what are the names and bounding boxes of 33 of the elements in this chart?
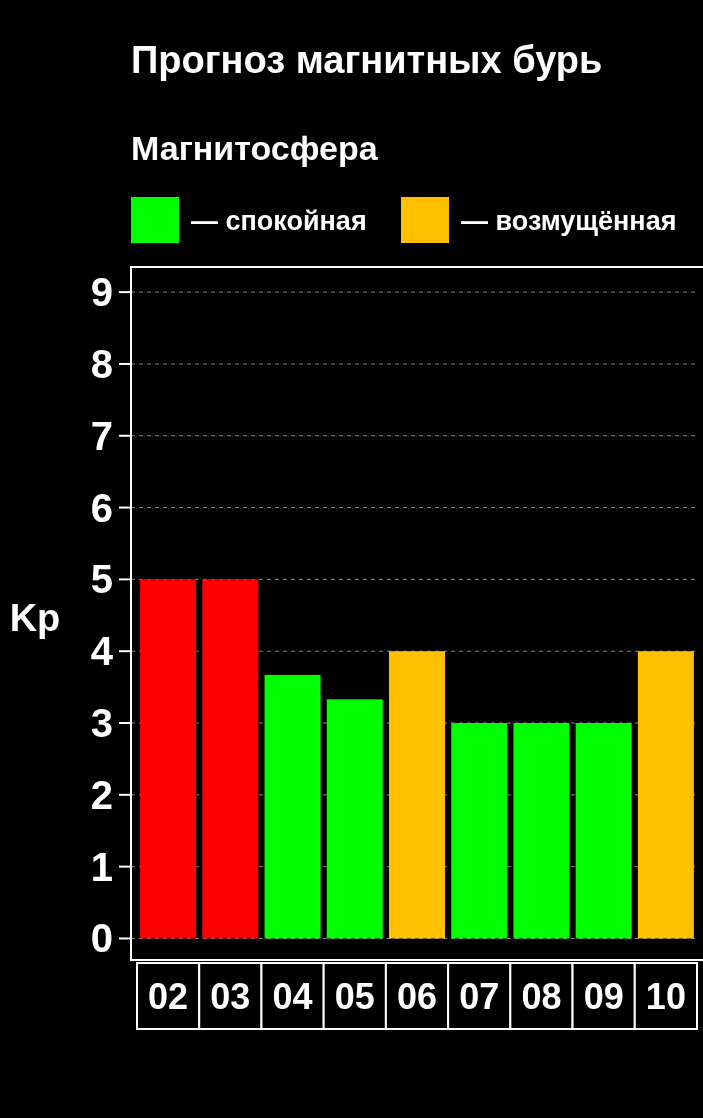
y-tick-label: 7 xyxy=(90,413,113,458)
y-axis-title: Kp xyxy=(9,597,61,640)
bar xyxy=(140,579,197,939)
legend-label: — спокойная xyxy=(191,206,367,236)
y-tick-label: 2 xyxy=(90,772,113,817)
x-tick-label: 08 xyxy=(521,975,562,1017)
bar xyxy=(451,723,508,939)
bar xyxy=(389,651,445,939)
x-tick-label: 02 xyxy=(148,975,189,1017)
bar xyxy=(513,723,570,939)
y-tick-label: 6 xyxy=(90,485,113,530)
x-tick-label: 09 xyxy=(583,975,624,1017)
chart-title: Прогноз магнитных бурь xyxy=(131,39,603,81)
x-tick-label: 06 xyxy=(396,975,438,1017)
bar xyxy=(326,699,383,939)
x-tick-label: 05 xyxy=(334,975,375,1017)
chart-subtitle: Магнитосфера xyxy=(131,129,379,167)
y-tick-label: 5 xyxy=(90,557,113,602)
y-tick-label: 3 xyxy=(90,701,113,746)
bar xyxy=(202,579,259,939)
y-tick-label: 4 xyxy=(90,629,114,674)
y-tick-label: 1 xyxy=(90,844,113,889)
bar xyxy=(575,723,632,939)
x-tick-label: 07 xyxy=(459,975,500,1017)
x-tick-label: 03 xyxy=(210,975,251,1017)
bar xyxy=(264,674,321,939)
x-tick-label: 10 xyxy=(645,975,686,1017)
y-tick-label: 9 xyxy=(90,270,113,315)
legend-label: — возмущённая xyxy=(461,206,677,236)
y-tick-label: 0 xyxy=(90,916,113,961)
y-tick-label: 8 xyxy=(90,341,113,386)
x-tick-label: 04 xyxy=(272,975,313,1017)
bar xyxy=(637,651,694,939)
